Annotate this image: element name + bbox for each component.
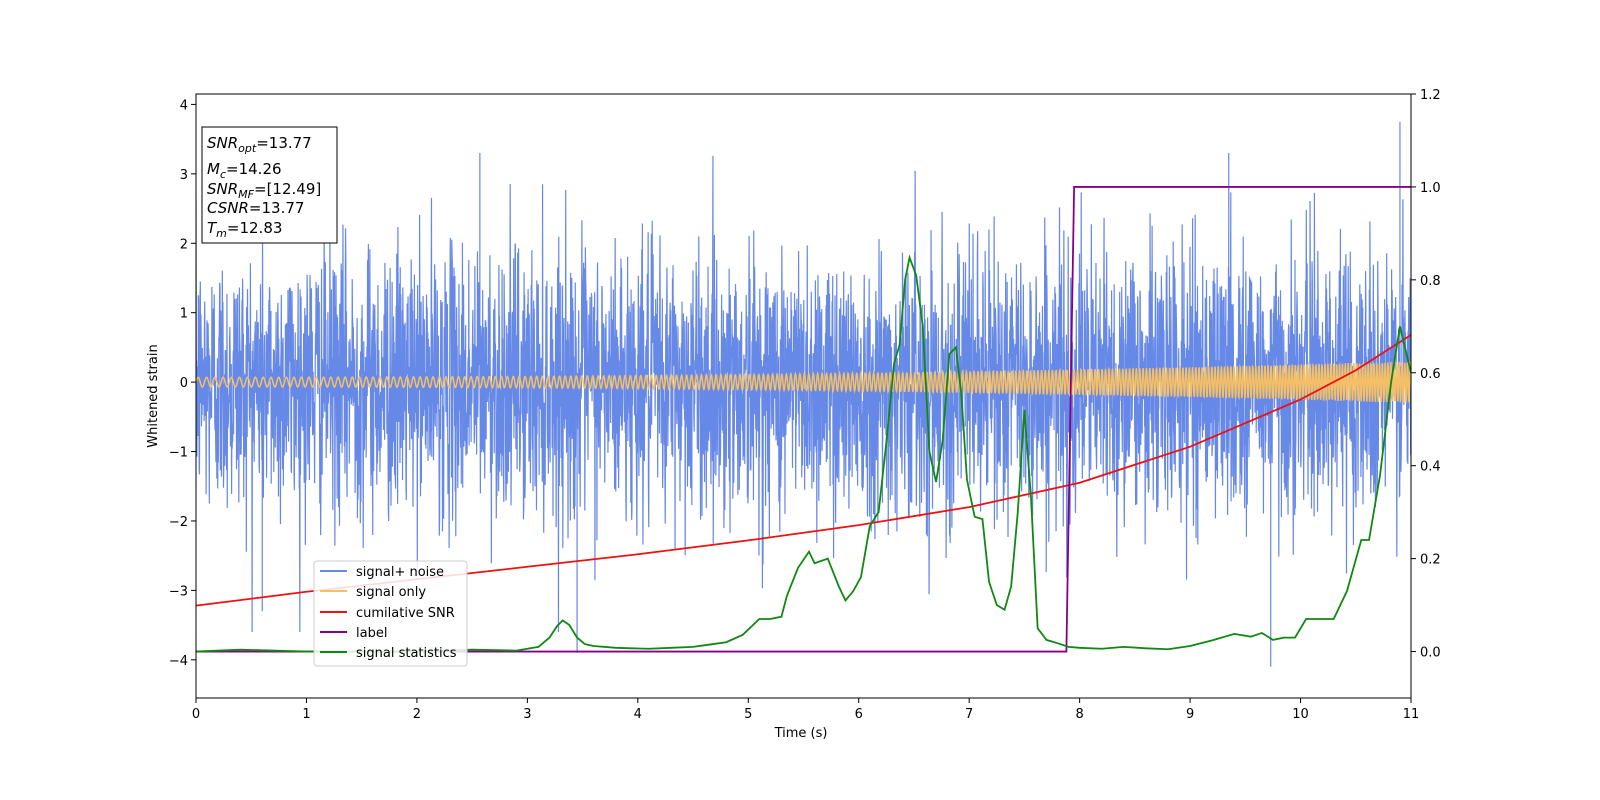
y2-axis-ticks: 1.2 1.0 0.8 0.6 0.4 0.2 0.0 <box>1411 88 1441 661</box>
legend-label-label: label <box>356 626 387 641</box>
y-tick-label: 4 <box>180 98 188 113</box>
stats-csnr: CSNR=13.77 <box>207 199 304 217</box>
x-tick-label: 6 <box>855 707 863 722</box>
y2-tick-label: 0.4 <box>1420 460 1441 475</box>
y-tick-label: 3 <box>180 168 188 183</box>
legend-label-cumulative-snr: cumilative SNR <box>356 606 455 621</box>
y2-tick-label: 0.6 <box>1420 367 1441 382</box>
y-tick-label: 0 <box>180 376 188 391</box>
x-tick-label: 7 <box>965 707 973 722</box>
stats-snr-mf: SNRMF=[12.49] <box>207 180 321 201</box>
x-tick-label: 11 <box>1403 707 1420 722</box>
y-tick-label: 1 <box>180 307 188 322</box>
y-tick-label: −2 <box>169 515 188 530</box>
x-tick-label: 1 <box>302 707 310 722</box>
legend-label-signal-noise: signal+ noise <box>356 565 444 580</box>
x-tick-label: 4 <box>634 707 642 722</box>
series-layer <box>196 121 1411 667</box>
y-tick-label: −1 <box>169 446 188 461</box>
x-tick-label: 5 <box>744 707 752 722</box>
legend: signal+ noise signal only cumilative SNR… <box>313 560 468 667</box>
y-tick-label: −3 <box>169 584 188 599</box>
x-tick-label: 0 <box>192 707 200 722</box>
y2-tick-label: 0.8 <box>1420 274 1441 289</box>
stats-box: SNRopt=13.77 Mc=14.26 SNRMF=[12.49] CSNR… <box>201 126 338 244</box>
stats-snr-opt: SNRopt=13.77 <box>207 134 312 155</box>
plot-frame <box>195 93 1412 699</box>
x-tick-label: 9 <box>1186 707 1194 722</box>
x-axis-title: Time (s) <box>774 726 828 741</box>
x-axis-ticks: 0 1 2 3 4 5 6 7 8 9 10 11 <box>192 698 1419 722</box>
x-tick-label: 8 <box>1075 707 1083 722</box>
x-tick-label: 2 <box>413 707 421 722</box>
y2-tick-label: 0.2 <box>1420 553 1441 568</box>
y-tick-label: −4 <box>169 654 188 669</box>
y2-tick-label: 0.0 <box>1420 646 1441 661</box>
series-label-line <box>196 186 1411 653</box>
y2-tick-label: 1.0 <box>1420 181 1441 196</box>
x-tick-label: 10 <box>1292 707 1309 722</box>
legend-label-signal-statistics: signal statistics <box>356 646 457 661</box>
stats-tm: Tm=12.83 <box>207 219 282 240</box>
x-tick-label: 3 <box>523 707 531 722</box>
stats-mc: Mc=14.26 <box>207 160 282 181</box>
legend-label-signal-only: signal only <box>356 585 426 600</box>
series-signal-statistics-line <box>196 254 1411 653</box>
y2-tick-label: 1.2 <box>1420 88 1441 103</box>
y-tick-label: 2 <box>180 237 188 252</box>
series-signal-only-line <box>196 360 1411 403</box>
y-axis-ticks: 4 3 2 1 0 −1 −2 −3 −4 <box>169 98 196 669</box>
y-axis-title: Whitened strain <box>146 344 161 447</box>
